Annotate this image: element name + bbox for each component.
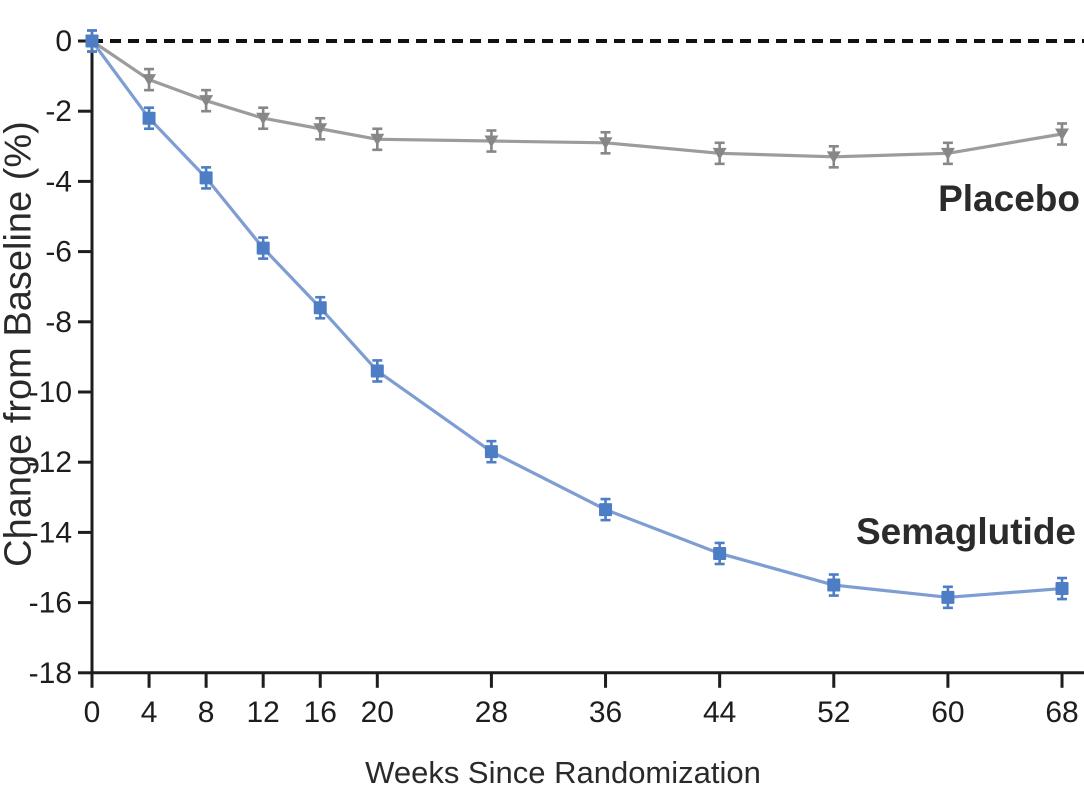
placebo-data-point-marker — [484, 135, 499, 148]
semaglutide-data-point-marker — [142, 111, 156, 125]
semaglutide-line — [90, 39, 1064, 599]
y-tick-label: -2 — [45, 95, 72, 128]
x-tick-label: 52 — [817, 696, 850, 729]
y-tick-label: -16 — [29, 587, 72, 620]
y-tick-label: -14 — [29, 516, 72, 549]
x-tick-label: 0 — [84, 696, 101, 729]
placebo-data-point-marker — [712, 147, 727, 160]
semaglutide-data-point-marker — [85, 34, 99, 48]
x-tick-label: 44 — [703, 696, 736, 729]
semaglutide-data-point-marker — [827, 578, 841, 592]
y-tick-label: -8 — [45, 306, 72, 339]
placebo-line — [90, 39, 1064, 159]
x-axis-title: Weeks Since Randomization — [365, 755, 761, 790]
y-tick-label: -12 — [29, 446, 72, 479]
placebo-data-point-marker — [940, 147, 955, 160]
placebo-data-point-marker — [1055, 128, 1070, 141]
semaglutide-data-point-marker — [941, 590, 955, 604]
y-tick-label: -18 — [29, 657, 72, 690]
x-tick-label: 36 — [589, 696, 622, 729]
placebo-data-point-marker — [598, 137, 613, 150]
semaglutide-data-point-marker — [599, 503, 613, 517]
y-tick-label: -10 — [29, 376, 72, 409]
y-tick-label: -6 — [45, 236, 72, 269]
placebo-data-point-marker — [826, 151, 841, 164]
placebo-data-point-marker — [256, 112, 271, 125]
placebo-data-point-marker — [370, 133, 385, 146]
semaglutide-data-point-marker — [370, 364, 384, 378]
semaglutide-data-point-marker — [256, 241, 270, 255]
x-tick-label: 12 — [246, 696, 279, 729]
x-tick-label: 8 — [198, 696, 215, 729]
placebo-series-label: Placebo — [938, 178, 1080, 219]
x-tick-label: 28 — [475, 696, 508, 729]
semaglutide-series-label: Semaglutide — [856, 511, 1076, 552]
semaglutide-data-point-marker — [1055, 582, 1069, 596]
y-tick-label: 0 — [55, 25, 72, 58]
x-tick-label: 20 — [361, 696, 394, 729]
x-tick-label: 68 — [1045, 696, 1078, 729]
placebo-data-point-marker — [142, 74, 157, 87]
semaglutide-data-point-marker — [313, 301, 327, 315]
y-axis-title: Change from Baseline (%) — [0, 121, 40, 567]
semaglutide-data-point-marker — [199, 171, 213, 185]
x-tick-label: 60 — [931, 696, 964, 729]
x-tick-label: 16 — [304, 696, 337, 729]
semaglutide-data-point-marker — [484, 445, 498, 459]
semaglutide-data-point-marker — [713, 546, 727, 560]
y-tick-label: -4 — [45, 165, 72, 198]
placebo-data-point-marker — [313, 123, 328, 136]
placebo-data-point-marker — [199, 95, 214, 108]
x-tick-label: 4 — [141, 696, 158, 729]
